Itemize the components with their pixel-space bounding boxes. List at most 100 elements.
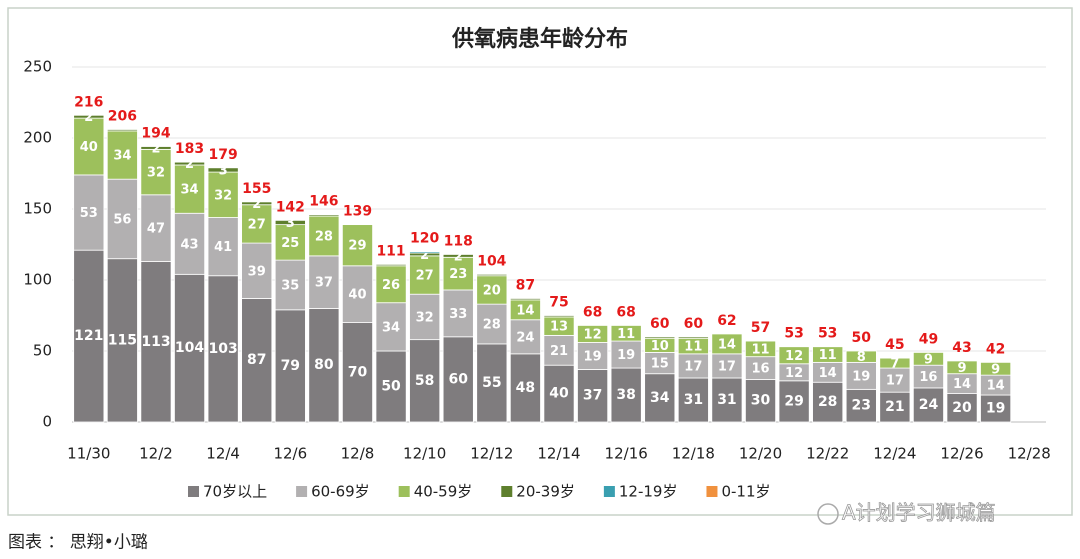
bar-segment <box>207 275 239 423</box>
segment-label: 12 <box>785 366 803 381</box>
bar-segment <box>644 373 676 423</box>
watermark: A计划学习狮城篇 <box>842 501 996 525</box>
segment-label: 2 <box>454 249 463 264</box>
bar-segment <box>610 325 642 342</box>
segment-label: 104 <box>175 340 204 356</box>
bar-segment <box>207 167 239 173</box>
bar-segment <box>375 263 407 267</box>
bar-segment <box>73 114 105 119</box>
segment-label: 21 <box>885 399 904 415</box>
segment-label: 47 <box>147 222 165 237</box>
legend-label: 0-11岁 <box>721 483 770 501</box>
total-label: 75 <box>549 295 568 311</box>
bar-segment <box>610 367 642 423</box>
legend-swatch <box>706 486 718 497</box>
legend-swatch <box>501 486 513 497</box>
total-label: 62 <box>717 313 736 329</box>
y-tick-label: 250 <box>23 58 52 76</box>
segment-label: 37 <box>315 276 333 291</box>
bar-segment <box>476 343 508 423</box>
bar-segment <box>845 361 877 390</box>
segment-label: 25 <box>281 236 299 251</box>
segment-label: 13 <box>550 320 568 335</box>
segment-label: 27 <box>416 269 434 284</box>
bar-segment <box>73 249 105 423</box>
bar-segment <box>677 336 709 339</box>
total-label: 42 <box>986 341 1005 357</box>
segment-label: 20 <box>952 400 972 416</box>
segment-label: 11 <box>819 348 837 363</box>
bar-segment <box>845 388 877 423</box>
legend-swatch <box>603 486 615 497</box>
x-tick-label: 12/24 <box>873 445 916 463</box>
segment-label: 2 <box>252 197 261 212</box>
watermark-icon <box>817 503 839 525</box>
segment-label: 24 <box>919 397 939 413</box>
chart-frame <box>7 7 1073 516</box>
segment-label: 113 <box>141 334 170 350</box>
x-tick-label: 12/12 <box>470 445 513 463</box>
segment-label: 7 <box>890 357 899 372</box>
x-tick-label: 12/4 <box>206 445 240 463</box>
bar-segment <box>106 130 138 180</box>
segment-label: 2 <box>185 157 194 172</box>
bar-segment <box>711 353 743 379</box>
total-label: 216 <box>74 94 103 110</box>
chart-title: 供氧病患年龄分布 <box>451 26 628 52</box>
source: 图表 ： 思翔•小璐 <box>8 533 148 553</box>
segment-label: 12 <box>785 349 803 364</box>
bar-segment <box>577 325 609 343</box>
x-tick-label: 11/30 <box>67 445 110 463</box>
segment-label: 41 <box>214 240 232 255</box>
x-tick-label: 12/10 <box>403 445 446 463</box>
bar-segment <box>442 289 474 338</box>
bar-segment <box>174 212 206 275</box>
segment-label: 28 <box>483 318 501 333</box>
total-label: 183 <box>175 141 204 157</box>
segment-label: 38 <box>616 387 635 403</box>
bar-segment <box>879 357 911 369</box>
bar-segment <box>711 333 743 355</box>
segment-label: 10 <box>651 339 669 354</box>
segment-label: 55 <box>482 375 501 391</box>
x-tick-label: 12/8 <box>341 445 375 463</box>
bar-segment <box>241 298 273 423</box>
segment-label: 8 <box>857 350 866 365</box>
legend-swatch <box>188 486 199 497</box>
segment-label: 9 <box>924 352 933 367</box>
bar-segment <box>341 224 373 267</box>
bar-segment <box>341 265 373 323</box>
segment-label: 34 <box>181 183 199 198</box>
segment-label: 32 <box>147 166 165 181</box>
y-tick-label: 200 <box>23 129 52 147</box>
bar-segment <box>745 340 777 358</box>
segment-label: 103 <box>209 341 238 357</box>
segment-label: 43 <box>181 237 199 252</box>
segment-label: 39 <box>248 264 266 279</box>
bar-segment <box>140 261 172 423</box>
segment-label: 2 <box>151 141 160 156</box>
bar-segment <box>912 387 944 423</box>
segment-label: 34 <box>113 149 131 164</box>
bar-segment <box>577 369 609 423</box>
segment-label: 31 <box>717 392 736 408</box>
bar-segment <box>409 339 441 423</box>
segment-label: 19 <box>617 348 635 363</box>
segment-label: 11 <box>751 342 769 357</box>
bar-segment <box>274 224 306 261</box>
segment-label: 15 <box>651 357 669 372</box>
segment-label: 14 <box>516 303 534 318</box>
legend-label: 70岁以上 <box>203 483 267 501</box>
total-label: 53 <box>784 326 803 342</box>
x-tick-label: 12/2 <box>139 445 173 463</box>
bar-segment <box>409 251 441 254</box>
bar-segment <box>812 346 844 363</box>
segment-label: 14 <box>718 337 736 352</box>
legend-label: 20-39岁 <box>516 483 575 501</box>
total-label: 53 <box>818 326 837 342</box>
y-tick-label: 150 <box>23 200 52 218</box>
total-label: 68 <box>616 304 635 320</box>
segment-label: 121 <box>74 328 103 344</box>
total-label: 50 <box>852 330 872 346</box>
